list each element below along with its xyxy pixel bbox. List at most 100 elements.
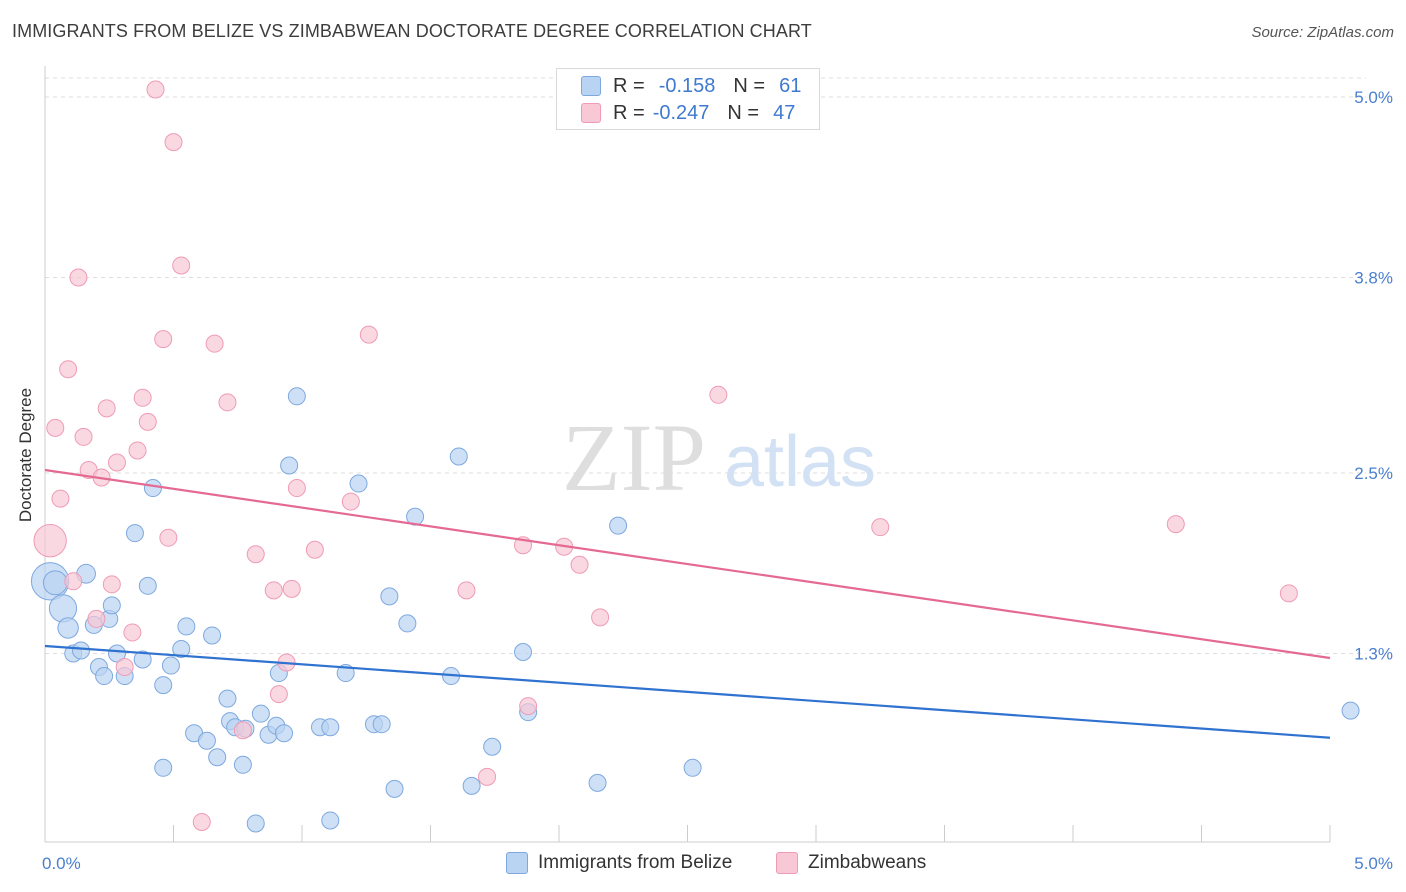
zimbabwean-point xyxy=(478,767,497,786)
zimbabwean-point xyxy=(1279,584,1298,603)
belize-point xyxy=(321,811,340,830)
zimbabwean-point xyxy=(154,330,173,349)
belize-point xyxy=(449,447,468,466)
belize-swatch xyxy=(506,852,528,874)
belize-point xyxy=(48,594,78,623)
belize-point xyxy=(683,758,702,777)
chart-title: IMMIGRANTS FROM BELIZE VS ZIMBABWEAN DOC… xyxy=(12,21,812,41)
zimbabwean-point xyxy=(264,581,283,600)
zimbabwean-point xyxy=(123,623,142,642)
zimbabwean-point xyxy=(519,697,538,716)
belize-point xyxy=(483,737,502,756)
belize-point xyxy=(251,704,270,723)
r-label: R = xyxy=(613,74,645,97)
zimbabwean-point xyxy=(102,575,121,594)
belize-point xyxy=(380,587,399,606)
zimbabwean-point xyxy=(59,360,78,379)
belize-point xyxy=(172,639,191,658)
belize-point xyxy=(372,715,391,734)
zimbabwean-point xyxy=(282,579,301,598)
zimbabwean-point xyxy=(269,685,288,704)
belize-point xyxy=(246,814,265,833)
y-axis-label: Doctorate Degree xyxy=(16,387,35,523)
zimbabweans-swatch xyxy=(776,852,798,874)
belize-point xyxy=(95,667,114,686)
y-tick-label: 5.0% xyxy=(1354,88,1393,107)
n-label: N = xyxy=(727,101,760,124)
zimbabwean-point xyxy=(97,399,116,418)
belize-point xyxy=(57,617,79,639)
legend-item-zimbabweans[interactable]: Zimbabweans xyxy=(776,852,926,874)
zimbabwean-point xyxy=(146,80,165,99)
zimbabwean-point xyxy=(709,385,728,404)
zimbabwean-point xyxy=(87,609,106,628)
zimbabwean-point xyxy=(115,658,134,677)
r-label: R = xyxy=(613,101,645,124)
zimbabwean-point xyxy=(69,268,88,287)
belize-point xyxy=(385,779,404,798)
y-tick-label: 3.8% xyxy=(1354,268,1393,287)
belize-point xyxy=(321,718,340,737)
legend-label-zimbabweans: Zimbabweans xyxy=(808,852,927,873)
belize-point xyxy=(42,570,68,596)
belize-point xyxy=(233,755,252,774)
belize-point xyxy=(71,641,90,660)
zimbabwean-point xyxy=(359,325,378,344)
belize-point xyxy=(125,524,144,543)
belize-point xyxy=(287,387,306,406)
belize-point xyxy=(154,676,173,695)
zimbabwean-point xyxy=(107,453,126,472)
zimbabwean-point xyxy=(159,528,178,547)
n-label: N = xyxy=(733,74,766,97)
belize-point xyxy=(143,479,162,498)
stats-legend: R = -0.158 N = 61 R = -0.247 N = 47 xyxy=(556,68,820,130)
y-tick-label: 2.5% xyxy=(1354,464,1393,483)
belize-point xyxy=(154,758,173,777)
belize-point xyxy=(514,642,533,661)
belize-point xyxy=(609,516,628,535)
belize-point xyxy=(280,456,299,475)
zimbabwean-point xyxy=(128,441,147,460)
n-value: 47 xyxy=(773,101,796,124)
belize-point xyxy=(462,776,481,795)
watermark-zip: ZIP xyxy=(562,404,706,511)
zimbabwean-point xyxy=(138,412,157,431)
r-value: -0.158 xyxy=(658,74,716,97)
n-value: 61 xyxy=(779,74,802,97)
zimbabwean-point xyxy=(64,572,83,591)
zimbabwean-point xyxy=(74,427,93,446)
belize-swatch xyxy=(581,76,601,96)
zimbabweans-swatch xyxy=(581,103,601,123)
belize-point xyxy=(275,724,294,743)
zimbabwean-point xyxy=(233,721,252,740)
watermark-atlas: atlas xyxy=(724,422,876,502)
zimbabwean-point xyxy=(305,540,324,559)
zimbabwean-point xyxy=(205,334,224,353)
series-legend: Immigrants from Belize Zimbabweans xyxy=(0,852,1406,878)
zimbabwean-point xyxy=(1166,515,1185,534)
zimbabwean-point xyxy=(192,812,211,831)
zimbabwean-point xyxy=(33,524,67,558)
belize-point xyxy=(203,626,222,645)
zimbabwean-point xyxy=(341,492,360,511)
zimbabwean-point xyxy=(46,418,65,437)
y-tick-label: 1.3% xyxy=(1354,645,1393,664)
belize-point xyxy=(102,596,121,615)
belize-trend-line xyxy=(44,644,1331,739)
zimbabwean-point xyxy=(164,133,183,152)
belize-point xyxy=(138,576,157,595)
zimbabwean-point xyxy=(133,388,152,407)
belize-point xyxy=(398,614,417,633)
zimbabwean-point xyxy=(51,489,70,508)
r-value: -0.247 xyxy=(652,101,710,124)
zimbabwean-trend-line xyxy=(44,468,1331,660)
x-tick-label: 0.0% xyxy=(42,854,81,873)
legend-item-belize[interactable]: Immigrants from Belize xyxy=(506,852,732,874)
legend-label-belize: Immigrants from Belize xyxy=(538,852,733,873)
zimbabwean-point xyxy=(591,608,610,627)
belize-point xyxy=(107,644,126,663)
zimbabwean-point xyxy=(871,518,890,537)
belize-point xyxy=(133,650,152,669)
belize-point xyxy=(197,731,216,750)
